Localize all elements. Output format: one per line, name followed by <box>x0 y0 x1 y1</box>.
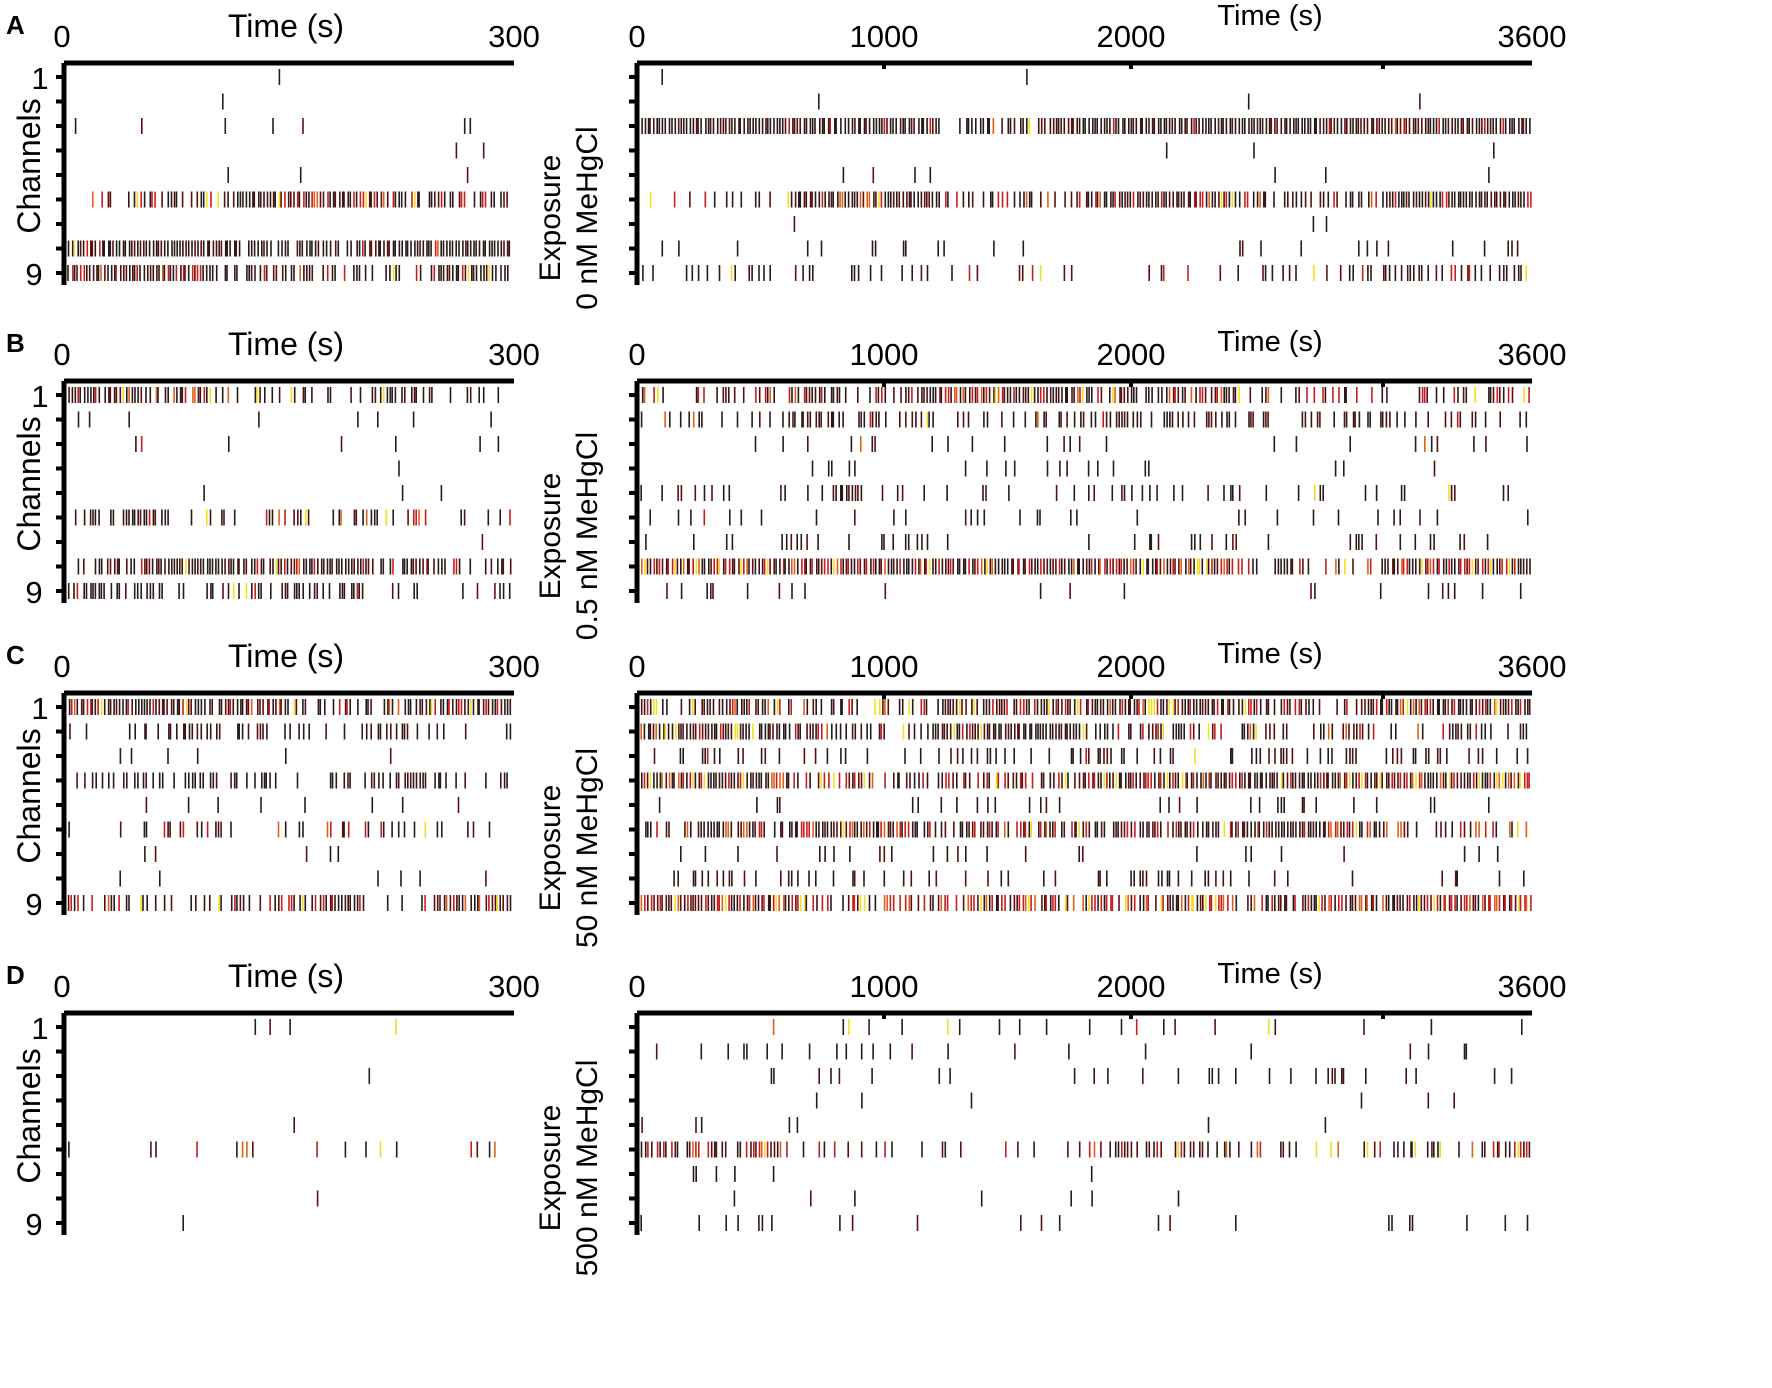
left-x-tick-300: 300 <box>488 649 540 684</box>
right-x-tick-0: 0 <box>628 649 645 684</box>
exposure-label-concentration: 50 nM MeHgCl <box>571 748 604 948</box>
exposure-label-line1: Exposure <box>534 155 567 282</box>
right-x-axis-title: Time (s) <box>1217 326 1322 358</box>
left-x-tick-0: 0 <box>53 19 70 54</box>
right-x-tick-3600: 3600 <box>1498 337 1567 372</box>
channel-label-last: 9 <box>25 575 42 610</box>
exposure-label-line1: Exposure <box>534 473 567 600</box>
left-x-axis-title: Time (s) <box>228 638 344 674</box>
exposure-label-concentration: 0.5 nM MeHgCl <box>571 432 604 640</box>
exposure-label-line1: Exposure <box>534 1105 567 1232</box>
left-x-axis-title: Time (s) <box>228 958 344 994</box>
right-x-tick-2000: 2000 <box>1097 969 1166 1004</box>
left-x-tick-300: 300 <box>488 337 540 372</box>
exposure-label-concentration: 0 nM MeHgCl <box>571 126 604 309</box>
right-x-tick-3600: 3600 <box>1498 19 1567 54</box>
left-x-tick-0: 0 <box>53 969 70 1004</box>
left-x-axis-title: Time (s) <box>228 326 344 362</box>
channel-label-first: 1 <box>31 61 48 96</box>
panel-letter: B <box>6 328 25 358</box>
exposure-label-concentration: 500 nM MeHgCl <box>571 1060 604 1277</box>
channel-label-last: 9 <box>25 1207 42 1242</box>
channel-label-first: 1 <box>31 1011 48 1046</box>
left-y-axis-title: Channels <box>11 416 47 551</box>
left-x-tick-0: 0 <box>53 337 70 372</box>
right-x-tick-2000: 2000 <box>1097 19 1166 54</box>
right-x-tick-1000: 1000 <box>850 337 919 372</box>
panel-letter: A <box>6 10 25 40</box>
right-x-tick-3600: 3600 <box>1498 649 1567 684</box>
right-x-tick-2000: 2000 <box>1097 337 1166 372</box>
panel-letter: D <box>6 960 25 990</box>
channel-label-first: 1 <box>31 691 48 726</box>
right-x-tick-1000: 1000 <box>850 969 919 1004</box>
left-y-axis-title: Channels <box>11 1048 47 1183</box>
right-x-axis-title: Time (s) <box>1217 638 1322 670</box>
right-x-tick-0: 0 <box>628 969 645 1004</box>
right-x-tick-0: 0 <box>628 19 645 54</box>
left-x-tick-300: 300 <box>488 969 540 1004</box>
exposure-label-line1: Exposure <box>534 785 567 912</box>
channel-label-last: 9 <box>25 257 42 292</box>
left-x-tick-0: 0 <box>53 649 70 684</box>
right-x-axis-title: Time (s) <box>1217 958 1322 990</box>
left-y-axis-title: Channels <box>11 98 47 233</box>
left-x-axis-title: Time (s) <box>228 8 344 44</box>
right-x-tick-3600: 3600 <box>1498 969 1567 1004</box>
right-x-tick-0: 0 <box>628 337 645 372</box>
left-y-axis-title: Channels <box>11 728 47 863</box>
right-x-tick-1000: 1000 <box>850 19 919 54</box>
channel-label-first: 1 <box>31 379 48 414</box>
right-x-tick-1000: 1000 <box>850 649 919 684</box>
left-x-tick-300: 300 <box>488 19 540 54</box>
panel-letter: C <box>6 640 25 670</box>
right-x-tick-2000: 2000 <box>1097 649 1166 684</box>
right-x-axis-title: Time (s) <box>1217 0 1322 32</box>
channel-label-last: 9 <box>25 887 42 922</box>
